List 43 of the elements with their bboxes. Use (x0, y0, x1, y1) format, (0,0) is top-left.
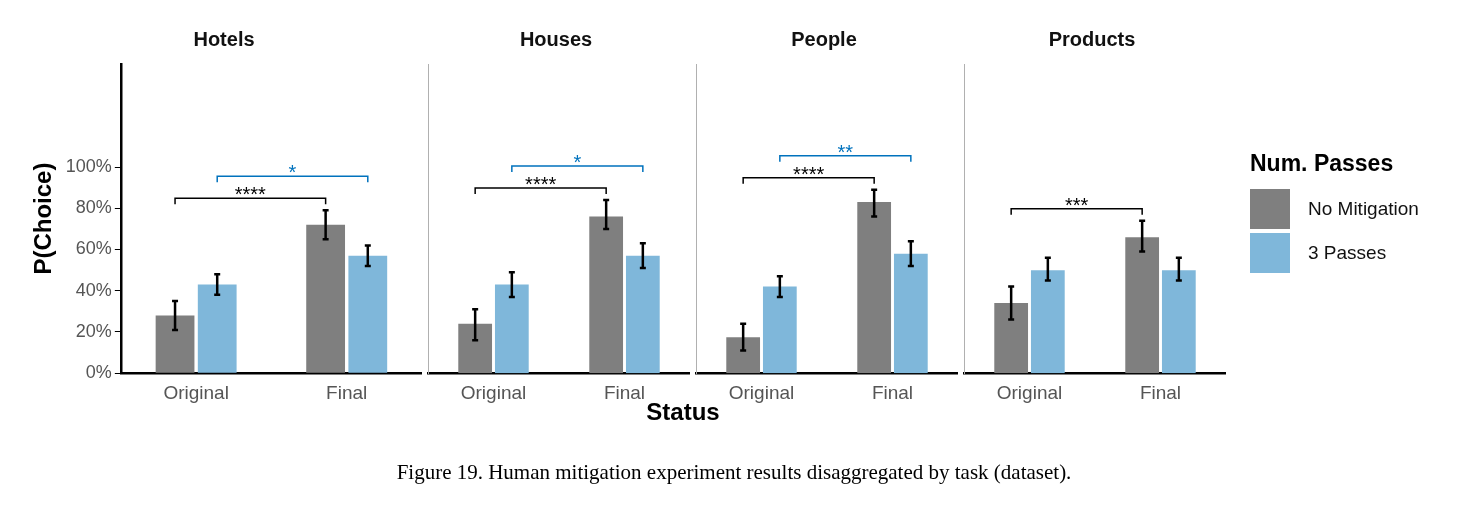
y-tick-label: 0% (85, 362, 112, 383)
x-tick-label: Final (326, 381, 368, 403)
annotation: * (573, 151, 582, 174)
chart-title: Houses (519, 27, 593, 50)
chart-title: Products (1048, 27, 1136, 50)
bar (762, 286, 797, 374)
legend-label: No Mitigation (1308, 198, 1419, 220)
x-tick-label: Final (1139, 381, 1182, 403)
x-tick-label: Final (603, 381, 646, 403)
bar (625, 255, 660, 374)
x-tick-label: Original (460, 381, 527, 403)
legend-label: 3 Passes (1308, 242, 1387, 264)
annotation: **** (793, 162, 825, 185)
x-tick-label: Original (163, 381, 229, 403)
x-tick-label: Original (728, 381, 795, 403)
bar (726, 337, 761, 374)
annotation: **** (234, 183, 267, 206)
x-tick-label: Original (996, 381, 1063, 403)
bar (306, 224, 346, 373)
bar (197, 284, 237, 373)
caption: Figure 19. Human mitigation experiment results disaggregated by task (dataset). (395, 460, 1073, 485)
bar (589, 216, 624, 374)
legend-title: Num. Passes (1250, 150, 1395, 177)
annotation: **** (525, 173, 557, 196)
bar (494, 284, 529, 374)
bar (458, 323, 493, 374)
bar (155, 315, 195, 373)
annotation: ** (837, 140, 854, 163)
bar (893, 253, 928, 374)
annotation: * (288, 161, 297, 184)
y-tick-label: 60% (75, 238, 112, 259)
y-tick-label: 20% (75, 320, 112, 341)
bar (348, 255, 388, 373)
annotation: *** (1064, 193, 1089, 216)
y-tick-label: 100% (65, 156, 112, 177)
x-axis-title: Status (646, 398, 720, 425)
y-axis-title: P(Choice) (29, 162, 57, 275)
y-tick-label: 80% (75, 197, 112, 218)
bar (857, 202, 892, 374)
chart-title: Hotels (193, 27, 255, 50)
x-tick-label: Final (871, 381, 914, 403)
y-tick-label: 40% (75, 279, 112, 300)
chart-title: People (791, 27, 857, 50)
